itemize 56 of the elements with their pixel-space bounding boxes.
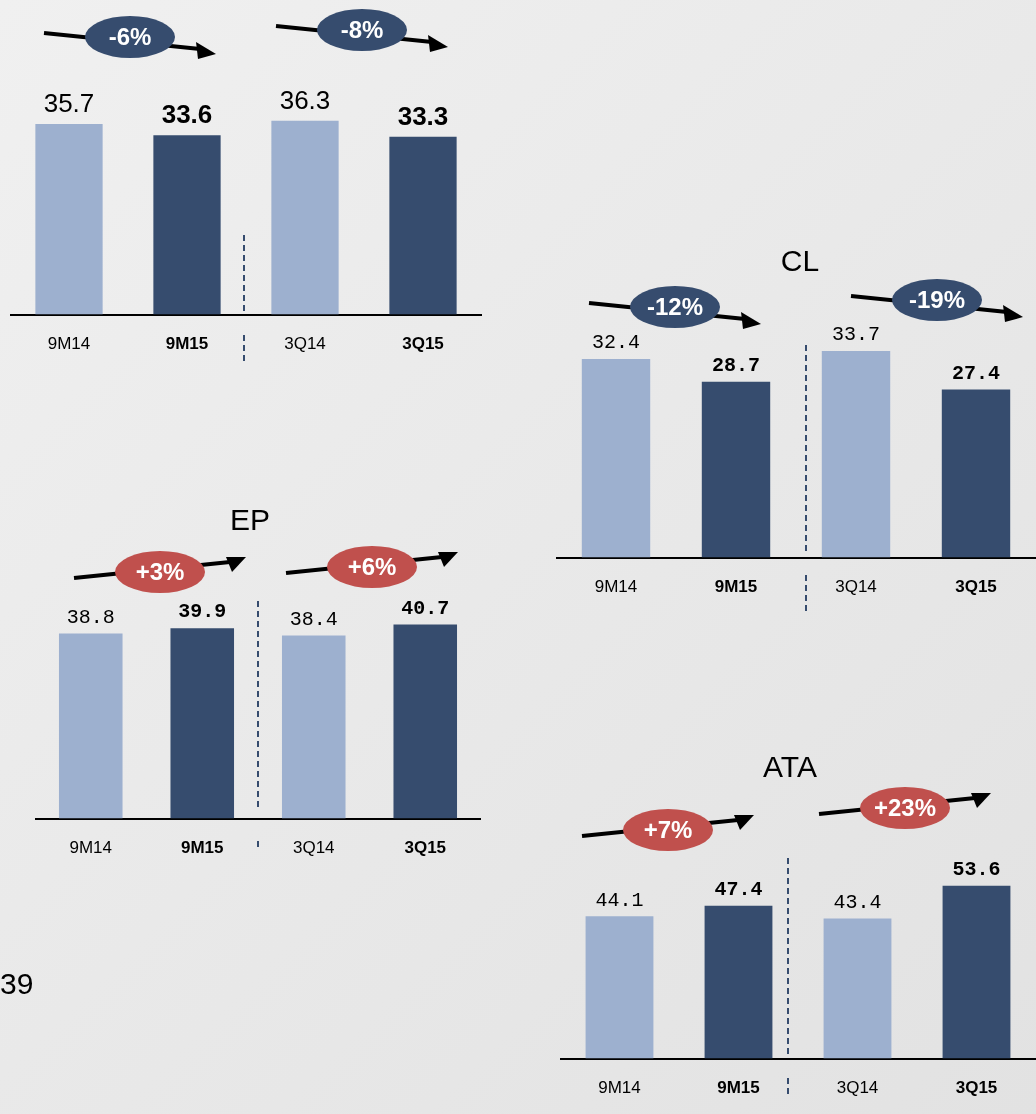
data-label: 33.7 bbox=[831, 323, 881, 347]
text: -19% bbox=[892, 279, 982, 321]
x-tick-label: 3Q15 bbox=[402, 334, 444, 354]
data-label: 28.7 bbox=[711, 353, 761, 377]
bar bbox=[704, 905, 773, 1059]
data-label: 40.7 bbox=[401, 596, 450, 620]
bar bbox=[581, 358, 651, 558]
x-tick-label: 3Q14 bbox=[835, 577, 877, 597]
x-tick-label: 9M15 bbox=[165, 334, 209, 354]
bar bbox=[58, 633, 123, 819]
x-tick-label: 3Q14 bbox=[836, 1078, 879, 1098]
data-label: 35.7 bbox=[43, 88, 95, 119]
text: 39 bbox=[0, 967, 34, 1001]
bar bbox=[942, 885, 1011, 1059]
x-tick-label: 9M14 bbox=[598, 1078, 641, 1098]
data-label: 27.4 bbox=[951, 361, 1001, 385]
bar bbox=[170, 628, 235, 819]
x-tick-label: 9M14 bbox=[594, 577, 638, 597]
bar bbox=[281, 635, 346, 819]
x-tick-label: 9M15 bbox=[717, 1078, 760, 1098]
text: -12% bbox=[630, 286, 720, 328]
text: +23% bbox=[860, 787, 950, 829]
text: +7% bbox=[623, 809, 713, 851]
data-label: 38.8 bbox=[66, 605, 115, 629]
bar bbox=[821, 350, 891, 558]
data-label: 39.9 bbox=[178, 600, 227, 624]
data-label: 47.4 bbox=[714, 877, 763, 901]
bar bbox=[823, 918, 892, 1059]
x-tick-label: 9M14 bbox=[69, 838, 113, 858]
x-tick-label: 9M15 bbox=[714, 577, 758, 597]
data-label: 38.4 bbox=[289, 607, 338, 631]
x-tick-label: 9M15 bbox=[180, 838, 224, 858]
x-tick-label: 3Q15 bbox=[955, 577, 997, 597]
data-label: 36.3 bbox=[279, 84, 331, 115]
text: -6% bbox=[85, 16, 175, 58]
x-tick-label: 3Q14 bbox=[284, 334, 326, 354]
text: +3% bbox=[115, 551, 205, 593]
data-label: 43.4 bbox=[833, 890, 882, 914]
chart-title: ATA bbox=[762, 750, 818, 784]
chart-title: CL bbox=[779, 244, 821, 278]
data-label: 44.1 bbox=[595, 888, 644, 912]
x-tick-label: 3Q15 bbox=[955, 1078, 998, 1098]
bar bbox=[941, 389, 1011, 558]
data-label: 53.6 bbox=[952, 857, 1001, 881]
x-tick-label: 3Q14 bbox=[292, 838, 335, 858]
data-label: 33.3 bbox=[397, 100, 449, 131]
x-tick-label: 9M14 bbox=[47, 334, 91, 354]
text: +6% bbox=[327, 546, 417, 588]
chart-title: EP bbox=[229, 503, 271, 537]
data-label: 32.4 bbox=[591, 331, 641, 355]
bar bbox=[393, 624, 458, 819]
bar bbox=[701, 381, 771, 558]
bar bbox=[585, 916, 654, 1059]
text: -8% bbox=[317, 9, 407, 51]
x-tick-label: 3Q15 bbox=[404, 838, 447, 858]
data-label: 33.6 bbox=[161, 99, 213, 130]
